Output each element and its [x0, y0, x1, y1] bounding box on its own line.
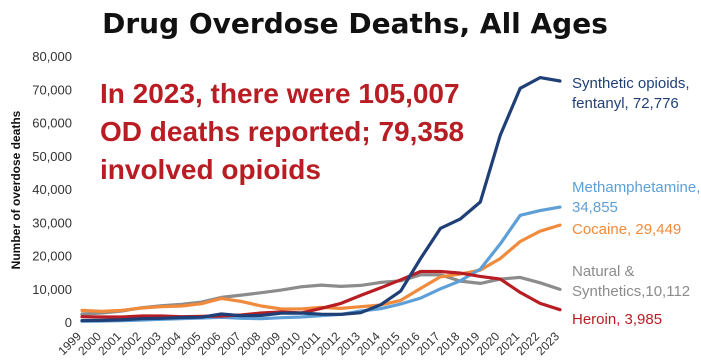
- series-line-synthetic-opioids-fentanyl: [80, 75, 562, 323]
- y-tick-label: 40,000: [32, 182, 72, 197]
- series-label: Synthetic opioids,: [572, 75, 690, 92]
- series-labels: Synthetic opioids, fentanyl, 72,776 Metham…: [572, 75, 700, 328]
- y-tick-label: 80,000: [32, 49, 72, 64]
- y-tick-label: 50,000: [32, 149, 72, 164]
- series-line-cocaine: [80, 223, 562, 313]
- y-tick-label: 60,000: [32, 116, 72, 131]
- x-tick-label: 2023: [533, 329, 562, 358]
- annotation: In 2023, there were 105,007 OD deaths rep…: [100, 78, 464, 185]
- y-tick-label: 0: [65, 315, 72, 330]
- series-label: Methamphetamine,: [572, 179, 700, 196]
- annotation-line: involved opioids: [100, 154, 321, 185]
- chart-title: Drug Overdose Deaths, All Ages: [102, 7, 608, 40]
- y-tick-label: 10,000: [32, 282, 72, 297]
- y-tick-label: 30,000: [32, 215, 72, 230]
- x-axis-ticks: 1999200020012002200320042005200620072008…: [55, 329, 562, 358]
- series-label: Heroin, 3,985: [572, 311, 662, 328]
- series-lines: [80, 75, 562, 323]
- annotation-line: In 2023, there were 105,007: [100, 78, 460, 109]
- series-label: 34,855: [572, 199, 618, 216]
- y-tick-label: 70,000: [32, 82, 72, 97]
- series-label: Synthetics,10,112: [572, 283, 690, 300]
- series-line-heroin: [80, 269, 562, 319]
- y-axis-label: Number of overdose deaths: [9, 110, 23, 269]
- series-label: Cocaine, 29,449: [572, 221, 681, 238]
- y-tick-label: 20,000: [32, 249, 72, 264]
- y-axis-ticks: 0 10,000 20,000 30,000 40,000 50,000 60,000 70,…: [32, 49, 72, 330]
- series-label: fentanyl, 72,776: [572, 95, 679, 112]
- annotation-line: OD deaths reported; 79,358: [100, 116, 464, 147]
- series-label: Natural &: [572, 263, 635, 280]
